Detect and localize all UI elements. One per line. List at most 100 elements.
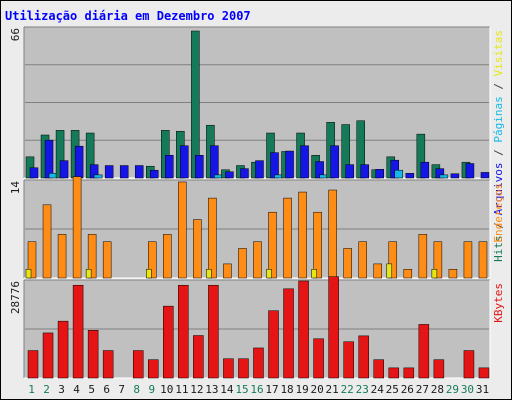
x-tick-label-day-25: 25 (386, 383, 399, 396)
bar-endereços-day-11 (178, 181, 187, 279)
bar-arquivos-day-1 (29, 167, 39, 179)
x-tick-label-day-7: 7 (118, 383, 125, 396)
bar-endereços-day-6 (102, 241, 112, 279)
bar-arquivos-day-6 (104, 165, 114, 179)
bar-arquivos-day-16 (255, 160, 264, 179)
bar-endereços-day-5 (87, 234, 97, 279)
bar-arquivos-day-27 (420, 161, 430, 179)
bar-kbytes-day-11 (178, 284, 189, 379)
bar-kbytes-day-26 (403, 367, 415, 379)
bar-kbytes-day-30 (463, 350, 475, 379)
bar-kbytes-day-6 (102, 350, 114, 379)
x-tick-label-day-5: 5 (88, 383, 95, 396)
bar-visitas-day-20 (311, 269, 317, 279)
bar-endereços-day-9 (148, 241, 157, 279)
bar-arquivos-day-19 (300, 145, 309, 179)
x-tick-label-day-16: 16 (250, 383, 263, 396)
bar-visitas-day-17 (266, 269, 272, 279)
panel-middle-ymax-label: 14 (9, 181, 22, 195)
x-tick-label-day-6: 6 (103, 383, 110, 396)
bar-kbytes-day-17 (268, 310, 279, 379)
bar-endereços-day-12 (193, 219, 202, 279)
bar-kbytes-day-24 (373, 359, 384, 379)
bar-kbytes-day-16 (253, 347, 264, 379)
bar-endereços-day-16 (253, 241, 262, 279)
bar-kbytes-day-20 (313, 338, 324, 379)
bar-endereços-day-14 (223, 263, 232, 279)
bar-arquivos-day-13 (210, 145, 219, 179)
bar-endereços-day-3 (57, 234, 67, 279)
bar-arquivos-day-30 (465, 163, 475, 179)
bar-endereços-day-26 (403, 269, 413, 279)
x-tick-label-day-20: 20 (311, 383, 324, 396)
bar-arquivos-day-12 (195, 155, 204, 179)
bar-endereços-day-25 (388, 241, 398, 279)
bar-arquivos-day-26 (405, 173, 415, 179)
panel-top-legend: Hits / Arquivos / Páginas / Visitas (492, 30, 505, 262)
x-tick-label-day-18: 18 (280, 383, 293, 396)
bar-páginas-day-25 (394, 169, 404, 179)
bar-endereços-day-22 (343, 248, 352, 279)
panel-top-ymax-label: 66 (9, 28, 22, 41)
x-tick-label-day-12: 12 (190, 383, 203, 396)
bar-arquivos-day-7 (119, 165, 129, 179)
bar-endereços-day-29 (448, 269, 458, 279)
legend-part: KBytes (492, 283, 505, 323)
bar-arquivos-day-17 (270, 152, 279, 179)
panel-bottom-legend: KBytes (492, 283, 505, 323)
legend-part: Arquivos (492, 162, 505, 215)
bar-arquivos-day-23 (360, 164, 369, 179)
x-tick-label-day-1: 1 (28, 383, 35, 396)
x-tick-label-day-24: 24 (371, 383, 385, 396)
bar-endereços-day-31 (478, 241, 488, 279)
bar-arquivos-day-10 (165, 155, 174, 179)
legend-part: Hits (492, 235, 505, 262)
bar-endereços-day-4 (72, 176, 82, 279)
bar-endereços-day-10 (163, 234, 172, 279)
x-tick-label-day-13: 13 (205, 383, 218, 396)
legend-part: Endereços (492, 183, 505, 243)
bar-kbytes-day-23 (358, 335, 369, 379)
bar-endereços-day-19 (298, 191, 307, 279)
bar-kbytes-day-31 (478, 367, 490, 379)
bar-kbytes-day-14 (223, 358, 234, 379)
bar-arquivos-day-21 (330, 145, 339, 179)
bar-endereços-day-2 (42, 204, 52, 279)
bar-endereços-day-18 (283, 197, 292, 279)
bar-visitas-day-1 (25, 269, 32, 279)
x-tick-label-day-27: 27 (416, 383, 429, 396)
bar-kbytes-day-1 (27, 350, 39, 379)
bar-kbytes-day-18 (283, 288, 294, 379)
bar-kbytes-day-13 (208, 284, 219, 379)
bar-arquivos-day-3 (59, 160, 69, 179)
x-tick-label-day-23: 23 (356, 383, 369, 396)
x-tick-label-day-2: 2 (43, 383, 50, 396)
bar-visitas-day-25 (386, 263, 393, 279)
bar-arquivos-day-24 (375, 169, 384, 179)
bar-endereços-day-23 (358, 241, 367, 279)
bar-endereços-day-20 (313, 211, 322, 279)
legend-part: Páginas (492, 96, 505, 142)
bar-kbytes-day-27 (418, 324, 430, 379)
bar-kbytes-day-5 (87, 330, 99, 379)
bar-arquivos-day-15 (240, 168, 249, 179)
bar-kbytes-day-4 (72, 284, 84, 379)
x-tick-label-day-10: 10 (160, 383, 173, 396)
bar-kbytes-day-25 (388, 367, 400, 379)
bar-arquivos-day-22 (345, 164, 354, 179)
bar-arquivos-day-4 (74, 145, 84, 179)
bar-arquivos-day-9 (150, 169, 159, 179)
x-tick-label-day-26: 26 (401, 383, 414, 396)
bar-visitas-day-13 (206, 269, 212, 279)
bar-arquivos-day-29 (450, 173, 460, 179)
legend-part: Visitas (492, 30, 505, 76)
x-tick-label-day-21: 21 (326, 383, 339, 396)
x-tick-label-day-22: 22 (341, 383, 354, 396)
bar-arquivos-day-11 (180, 145, 189, 179)
chart-title: Utilização diária em Dezembro 2007 (5, 9, 251, 23)
bar-kbytes-day-3 (57, 320, 69, 379)
bar-visitas-day-9 (146, 269, 152, 279)
bar-endereços-day-15 (238, 248, 247, 279)
bar-endereços-day-17 (268, 211, 277, 279)
